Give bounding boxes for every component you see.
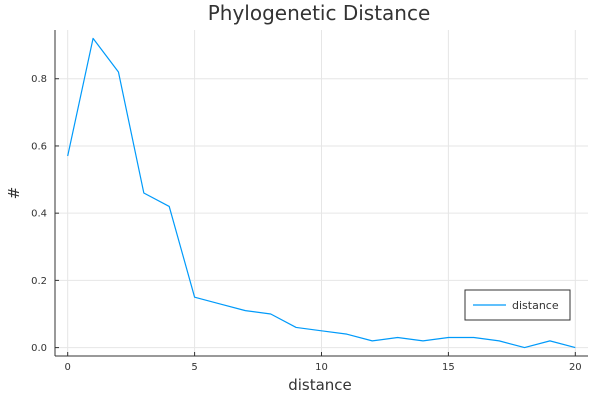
y-tick-label: 0.6 (31, 141, 47, 152)
y-tick-label: 0.2 (31, 276, 47, 287)
y-tick-label: 0.0 (31, 343, 47, 354)
grid-lines (55, 30, 588, 356)
series-line-distance (67, 37, 576, 349)
chart-title: Phylogenetic Distance (208, 1, 431, 25)
axes (54, 30, 588, 357)
x-tick-label: 20 (569, 362, 582, 373)
x-tick-label: 10 (315, 362, 328, 373)
y-tick-label: 0.4 (31, 209, 47, 220)
y-tick-label: 0.8 (31, 74, 47, 85)
y-tick-labels: 0.0 0.2 0.4 0.6 0.8 (31, 74, 47, 354)
x-axis-label: distance (288, 376, 352, 394)
legend: distance (464, 289, 571, 321)
x-tick-label: 15 (442, 362, 455, 373)
x-tick-label: 5 (191, 362, 197, 373)
y-axis-label: # (5, 187, 23, 200)
series-layer (67, 37, 576, 349)
x-tick-labels: 0 5 10 15 20 (65, 362, 582, 373)
legend-label: distance (512, 299, 559, 312)
x-tick-label: 0 (65, 362, 71, 373)
